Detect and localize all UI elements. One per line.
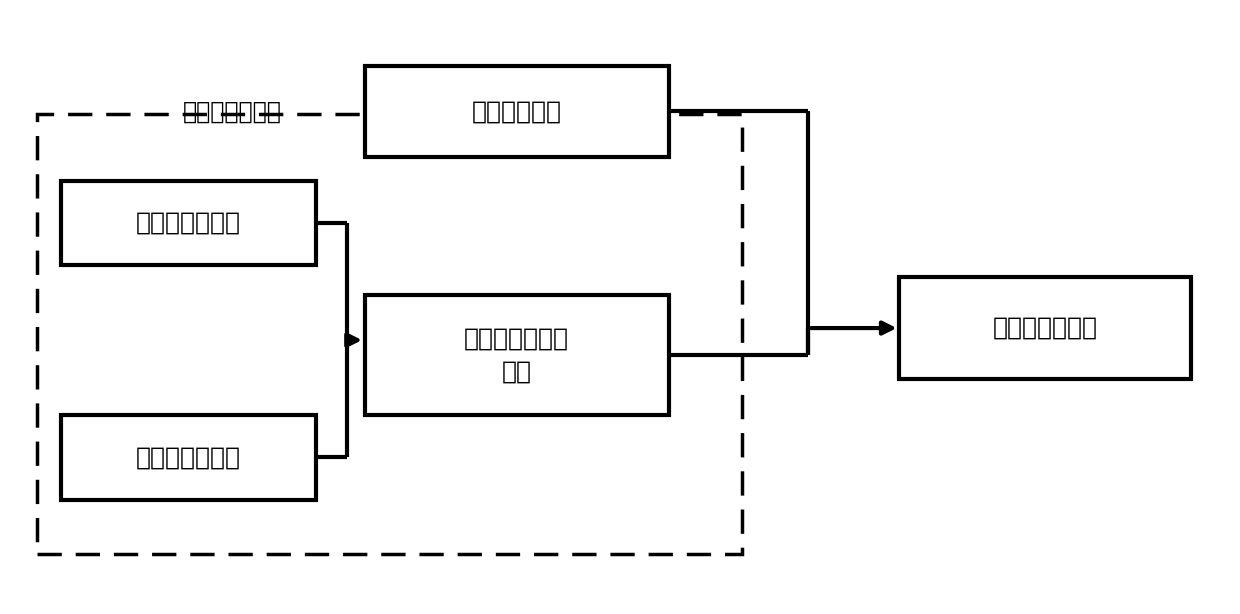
Text: 基础预充时间: 基础预充时间 [471,99,562,123]
Text: 同步器预充不足: 同步器预充不足 [136,211,241,235]
Bar [899,277,1192,379]
Bar [61,181,316,265]
Bar [37,114,742,554]
Text: 同步器预充过量: 同步器预充过量 [136,445,241,470]
Bar [365,295,668,415]
Text: 自适应预充时间: 自适应预充时间 [182,99,281,123]
Bar [61,415,316,500]
Bar [365,66,668,157]
Text: 自适应预充时间
计算: 自适应预充时间 计算 [464,327,569,384]
Text: 电磁阀开启时间: 电磁阀开启时间 [993,316,1097,340]
